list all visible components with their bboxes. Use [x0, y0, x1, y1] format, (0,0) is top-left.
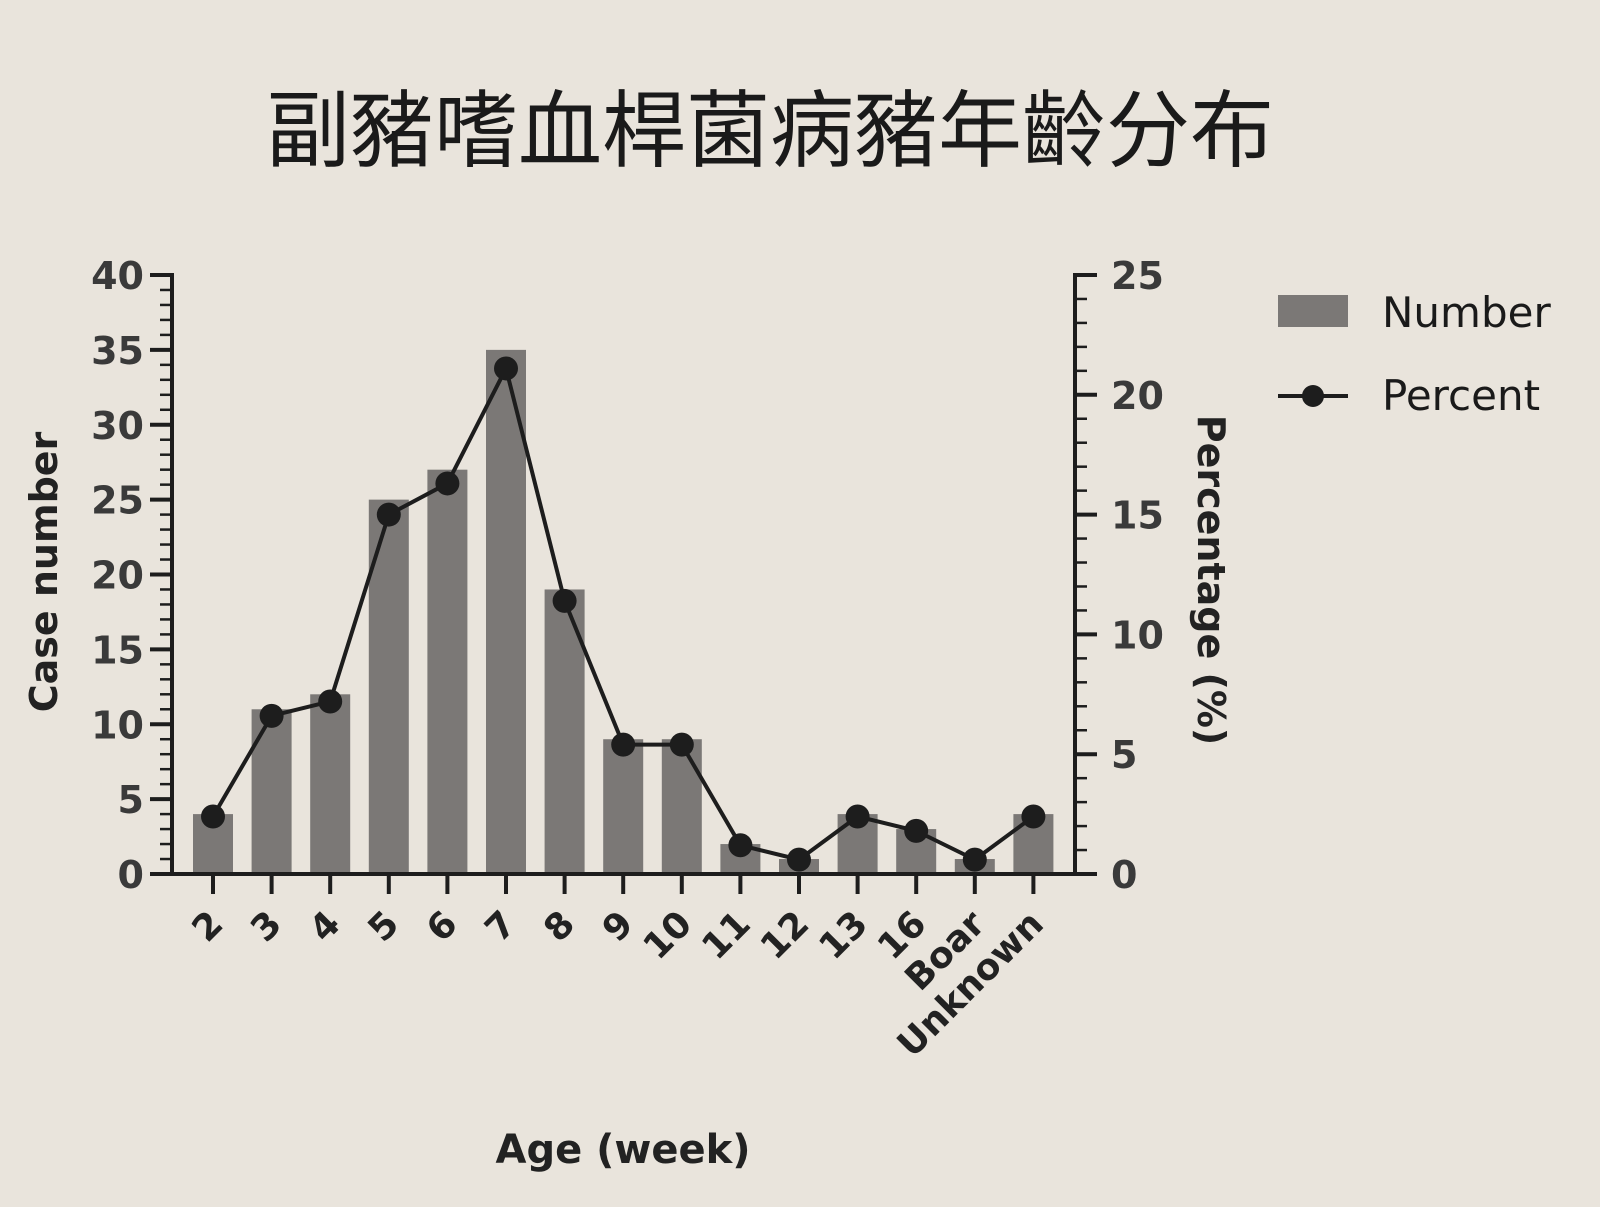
legend-percent-marker	[1302, 385, 1324, 407]
percent-point-3	[259, 703, 284, 728]
y2-axis-label: Percentage (%)	[1189, 415, 1233, 746]
labels-layer: Case number Percentage (%) Age (week)	[22, 415, 1233, 1173]
bar-7	[486, 349, 526, 874]
bar-10	[661, 739, 702, 874]
y2-tick-label: 25	[1111, 254, 1164, 298]
percent-point-2	[201, 804, 225, 829]
percent-point-10	[669, 732, 694, 757]
line-layer	[201, 356, 1046, 872]
bar-4	[310, 694, 351, 874]
legend-number-label: Number	[1382, 288, 1551, 337]
percent-point-13	[845, 804, 870, 829]
y-tick-label: 30	[91, 404, 144, 448]
y2-tick-label: 5	[1111, 733, 1137, 777]
y-tick-label: 15	[91, 628, 144, 672]
x-tick-label: 11	[694, 903, 758, 967]
x-tick-label: 8	[536, 903, 583, 950]
x-tick-label: 5	[360, 903, 407, 950]
y-tick-label: 25	[91, 479, 144, 523]
percent-point-11	[728, 833, 753, 858]
y2-tick-label: 0	[1111, 853, 1137, 897]
y2-tick-label: 10	[1111, 613, 1164, 657]
bar-6	[427, 469, 468, 874]
y-tick-label: 20	[91, 554, 144, 598]
y2-tick-label: 15	[1111, 494, 1164, 538]
y-tick-label: 0	[118, 853, 144, 897]
percent-point-5	[376, 502, 401, 527]
x-tick-label: 12	[753, 903, 817, 967]
legend: Number Percent	[1278, 288, 1551, 420]
percent-point-Unknown	[1021, 804, 1046, 829]
legend-number-swatch	[1278, 295, 1348, 327]
x-tick-label: 9	[595, 903, 642, 950]
percent-point-9	[611, 732, 636, 757]
percent-point-4	[318, 689, 343, 714]
x-tick-label: 3	[243, 903, 290, 950]
percent-point-6	[435, 471, 460, 496]
x-tick-label: 6	[419, 903, 466, 950]
chart-title: 副豬嗜血桿菌病豬年齡分布	[266, 82, 1274, 180]
legend-percent-label: Percent	[1382, 371, 1540, 420]
y-tick-label: 5	[118, 778, 144, 822]
x-axis-label: Age (week)	[495, 1127, 750, 1173]
y-tick-label: 40	[91, 254, 144, 298]
x-tick-label: 4	[302, 903, 349, 950]
percent-point-8	[552, 588, 577, 613]
x-tick-label: 13	[812, 903, 876, 967]
y-axis-label: Case number	[22, 431, 66, 712]
y-tick-label: 35	[91, 329, 144, 373]
percent-point-Boar	[962, 847, 987, 872]
bar-9	[603, 739, 644, 874]
percent-point-7	[494, 356, 518, 381]
percent-point-12	[787, 847, 811, 872]
x-tick-label: 7	[478, 903, 525, 950]
bars-layer	[193, 349, 1054, 874]
x-tick-label: 10	[636, 903, 700, 967]
y2-tick-label: 20	[1111, 374, 1164, 418]
bar-3	[251, 709, 292, 874]
x-tick-label: 2	[185, 903, 232, 950]
percent-point-16	[904, 818, 929, 843]
y-tick-label: 10	[91, 703, 144, 747]
